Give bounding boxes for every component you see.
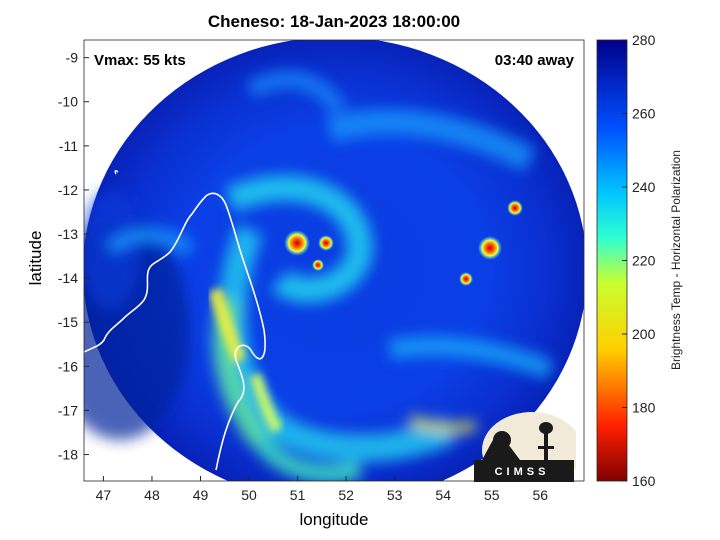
x-axis-ticks: 47 48 49 50 51 52 53 54 55 56 (96, 476, 549, 503)
colorbar-label: Brightness Temp - Horizontal Polarizatio… (669, 150, 683, 370)
y-tick-label: -15 (58, 314, 78, 330)
x-tick-label: 56 (533, 487, 549, 503)
x-tick-label: 47 (96, 487, 112, 503)
colorbar-tick-label: 260 (632, 106, 656, 122)
chart-title: Cheneso: 18-Jan-2023 18:00:00 (207, 12, 461, 31)
x-tick-label: 48 (144, 487, 160, 503)
y-tick-label: -17 (58, 402, 78, 418)
x-tick-label: 53 (387, 487, 403, 503)
vmax-annotation: Vmax: 55 kts (94, 52, 186, 69)
x-tick-label: 52 (338, 487, 354, 503)
colorbar-tick-label: 280 (632, 32, 656, 48)
x-tick-label: 50 (241, 487, 257, 503)
time-away-annotation: 03:40 away (494, 52, 574, 69)
colorbar-tick-label: 240 (632, 179, 656, 195)
y-tick-label: -14 (58, 270, 78, 286)
x-tick-label: 54 (435, 487, 451, 503)
colorbar-tick-label: 200 (632, 326, 656, 342)
colorbar-tick-label: 160 (632, 473, 656, 489)
y-tick-label: -11 (59, 138, 78, 154)
y-axis-label: latitude (26, 230, 45, 286)
y-tick-label: -18 (58, 447, 78, 463)
y-axis-ticks: -9 -10 -11 -12 -13 -14 -15 -16 -17 -18 (58, 50, 89, 463)
x-tick-label: 49 (193, 487, 209, 503)
axes-frame (83, 39, 585, 482)
cimss-logo (474, 412, 576, 482)
logo-text: CIMSS (494, 466, 550, 478)
colorbar-tick-label: 220 (632, 253, 656, 269)
colorbar-ticks: 280 260 240 220 200 180 160 (622, 32, 656, 489)
y-tick-label: -9 (66, 50, 79, 66)
y-tick-label: -13 (58, 226, 78, 242)
x-tick-label: 55 (484, 487, 500, 503)
y-tick-label: -16 (58, 358, 78, 374)
brightness-temp-swath (84, 40, 584, 481)
y-tick-label: -10 (58, 94, 78, 110)
x-tick-label: 51 (290, 487, 306, 503)
x-axis-label: longitude (299, 510, 369, 529)
colorbar-tick-label: 180 (632, 400, 656, 416)
y-tick-label: -12 (58, 182, 78, 198)
